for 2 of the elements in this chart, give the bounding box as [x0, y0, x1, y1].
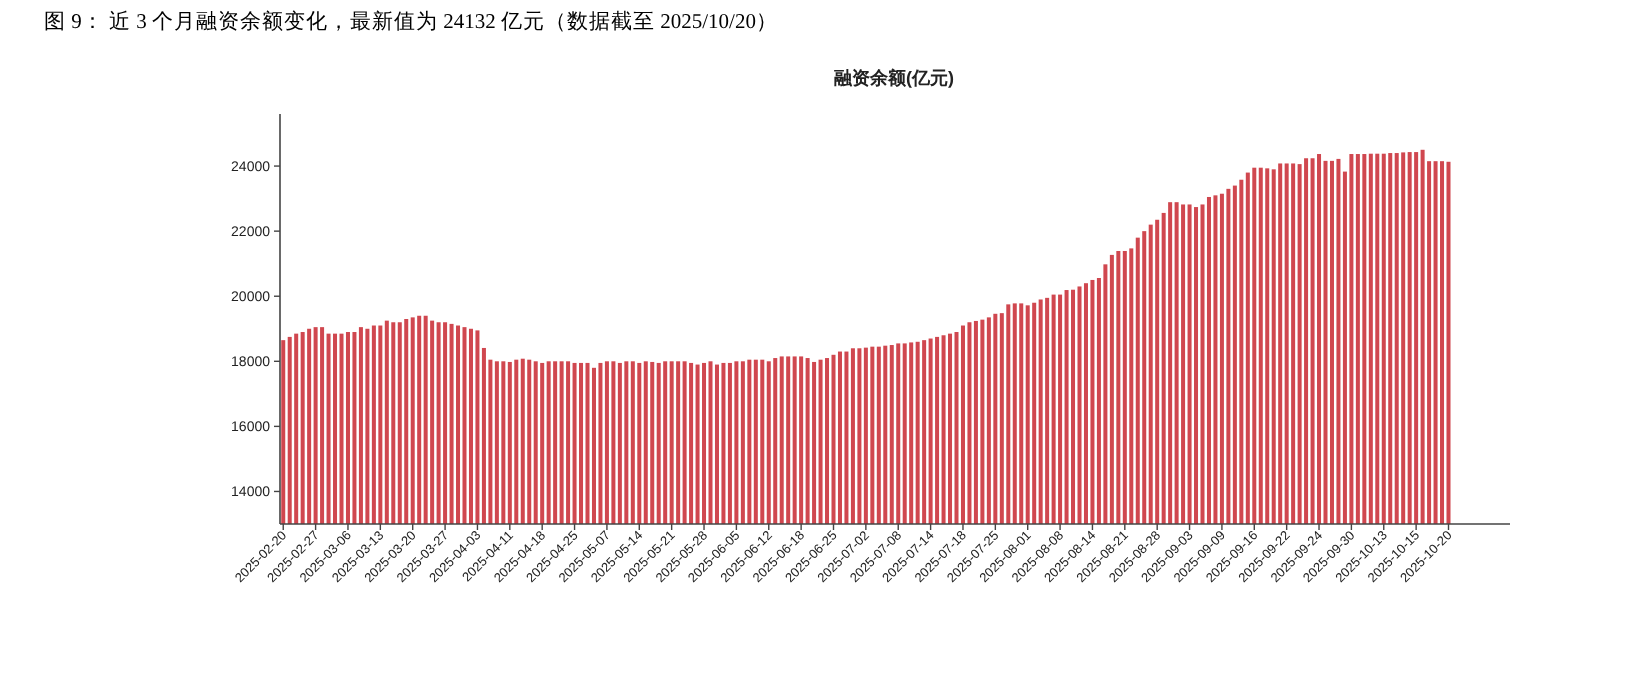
- caption: 图 9： 近 3 个月融资余额变化，最新值为 24132 亿元（数据截至 2025/10/20）: [44, 8, 778, 34]
- chart-title: 融资余额(亿元): [834, 68, 954, 88]
